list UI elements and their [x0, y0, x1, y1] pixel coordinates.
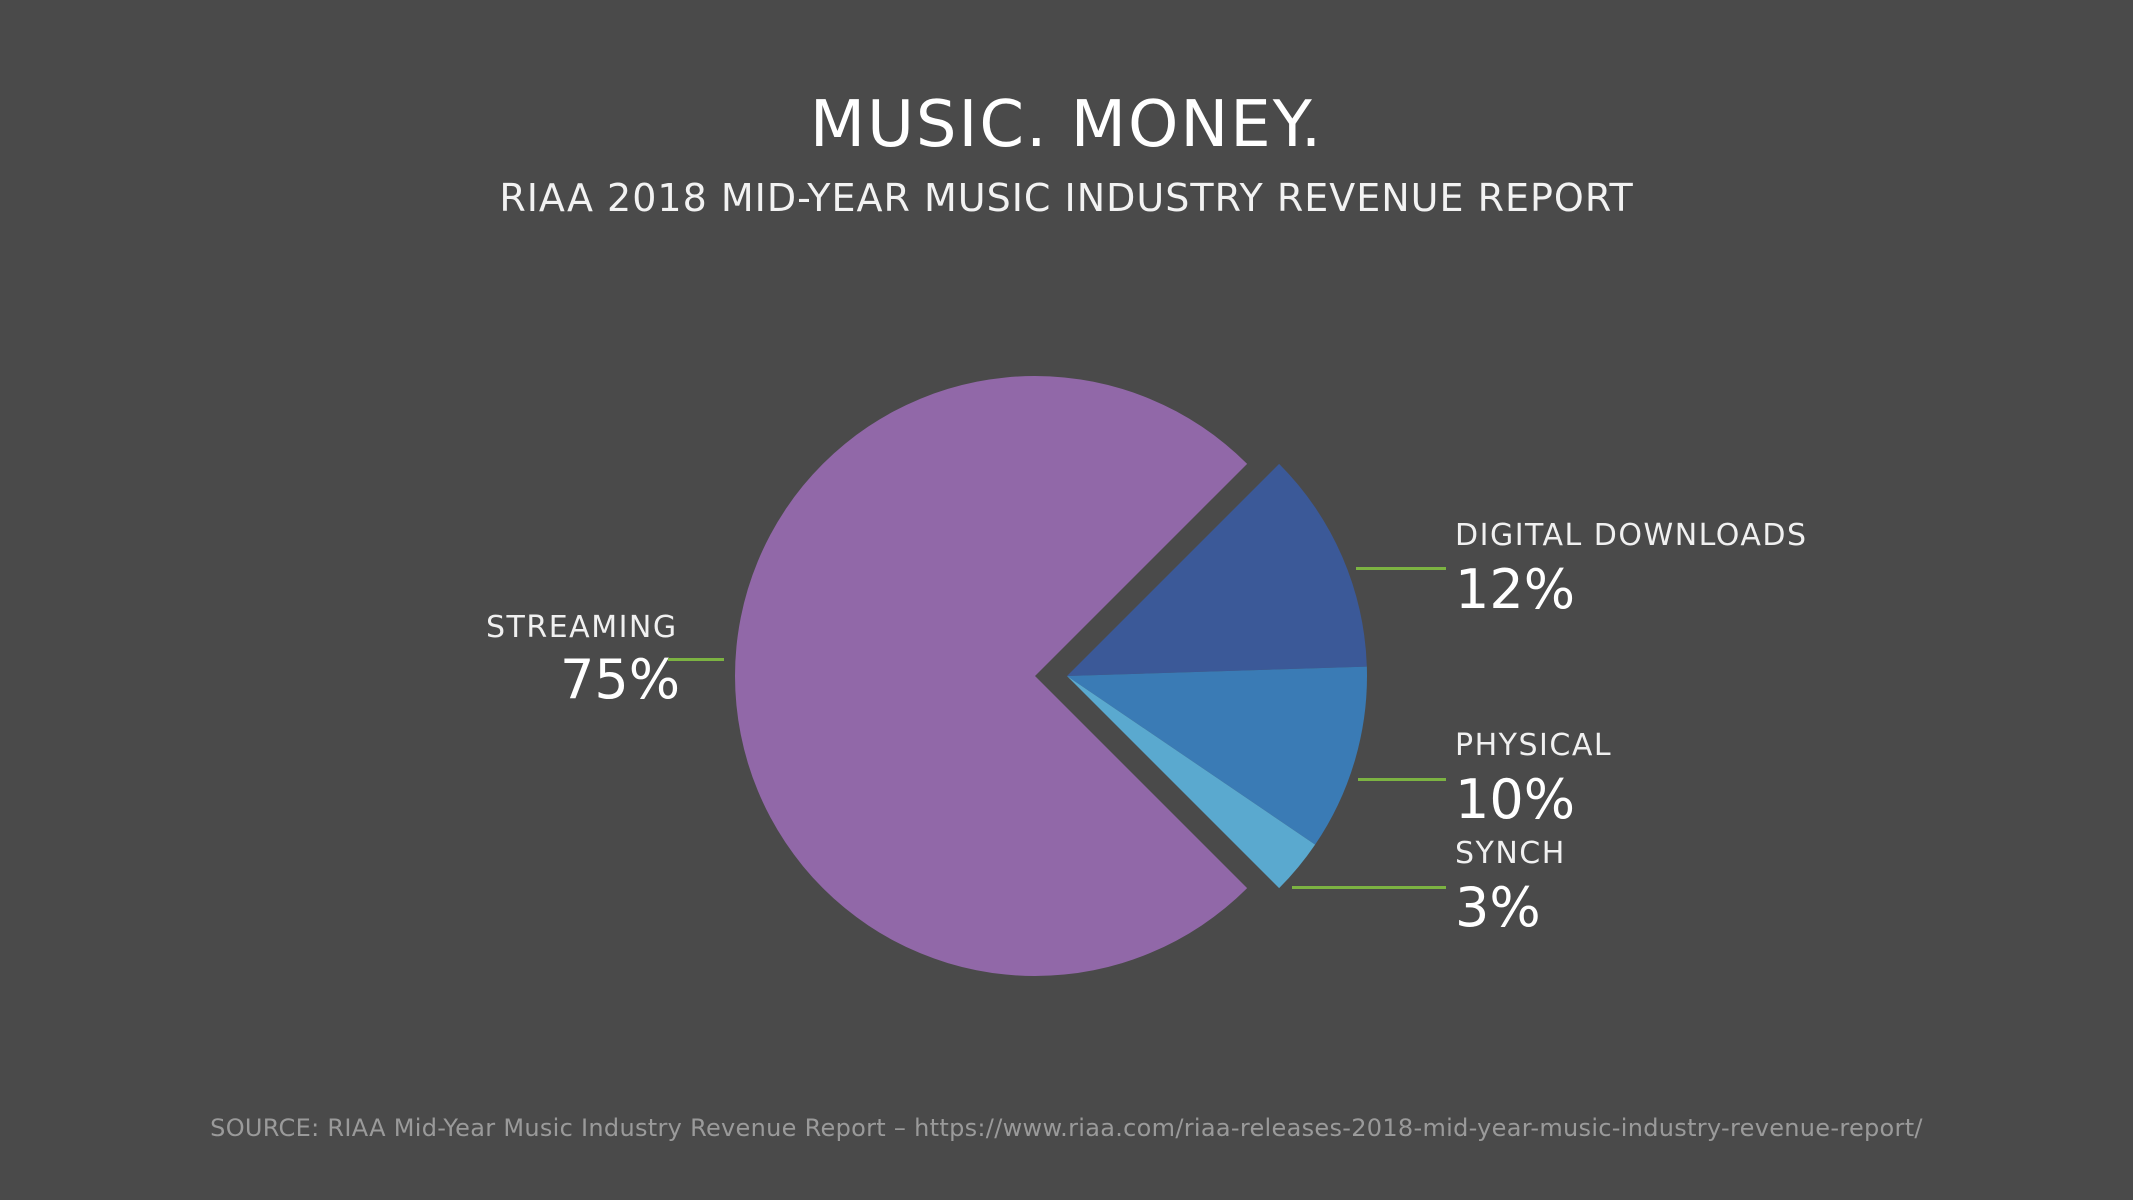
pie-slice-physical	[1067, 666, 1367, 845]
pie-slice-streaming	[735, 376, 1248, 976]
slice-label-synch: SYNCH	[1455, 836, 1566, 871]
slice-label-physical: PHYSICAL	[1455, 728, 1613, 763]
slice-label-streaming: STREAMING	[486, 610, 678, 645]
leader-line-streaming	[668, 658, 724, 661]
chart-title: MUSIC. MONEY.	[809, 88, 1324, 162]
chart-subtitle: RIAA 2018 MID-YEAR MUSIC INDUSTRY REVENU…	[499, 176, 1634, 220]
leader-line-synch	[1292, 886, 1446, 889]
pie-slice-digital-downloads	[1067, 463, 1367, 676]
slice-value-streaming: 75%	[560, 648, 681, 711]
leader-line-digital-downloads	[1356, 567, 1446, 570]
pie-slice-synch	[1067, 676, 1316, 889]
slice-value-physical: 10%	[1455, 768, 1576, 831]
source-footnote: SOURCE: RIAA Mid-Year Music Industry Rev…	[210, 1114, 1923, 1142]
leader-line-physical	[1358, 778, 1446, 781]
slice-value-digital-downloads: 12%	[1455, 558, 1576, 621]
slice-label-digital-downloads: DIGITAL DOWNLOADS	[1455, 518, 1808, 553]
slice-value-synch: 3%	[1455, 876, 1541, 939]
